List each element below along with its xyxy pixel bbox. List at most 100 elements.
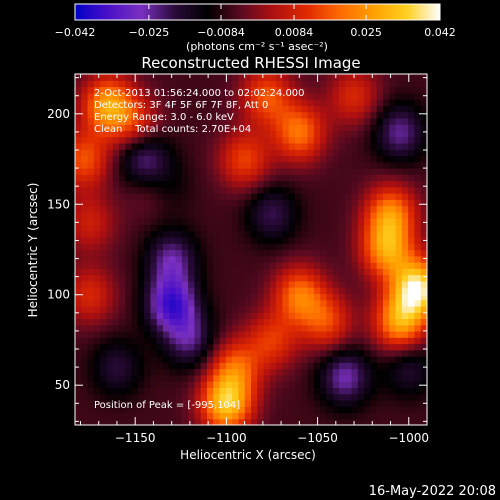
heatmap-cell: [376, 230, 384, 238]
heatmap-cell: [320, 80, 328, 88]
heatmap-cell: [207, 111, 214, 119]
heatmap-cell: [282, 374, 290, 382]
heatmap-cell: [295, 124, 302, 132]
heatmap-cell: [269, 155, 277, 163]
heatmap-cell: [156, 130, 164, 138]
heatmap-cell: [194, 80, 202, 88]
heatmap-cell: [420, 312, 427, 320]
heatmap-cell: [150, 218, 158, 226]
heatmap-cell: [244, 387, 252, 395]
heatmap-cell: [295, 236, 302, 244]
heatmap-cell: [93, 80, 101, 88]
heatmap-cell: [414, 299, 422, 307]
heatmap-cell: [175, 305, 183, 313]
heatmap-cell: [232, 92, 240, 100]
heatmap-cell: [383, 381, 390, 388]
heatmap-cell: [282, 230, 290, 238]
heatmap-cell: [357, 349, 365, 357]
heatmap-cell: [339, 255, 346, 263]
heatmap-cell: [93, 199, 101, 207]
heatmap-cell: [276, 199, 284, 207]
heatmap-cell: [137, 74, 145, 81]
heatmap-cell: [295, 374, 302, 382]
heatmap-cell: [200, 268, 208, 276]
heatmap-cell: [75, 280, 82, 288]
heatmap-cell: [251, 399, 258, 407]
heatmap-cell: [313, 86, 321, 94]
heatmap-cell: [137, 243, 145, 251]
heatmap-cell: [301, 387, 309, 395]
heatmap-cell: [163, 161, 170, 169]
heatmap-cell: [232, 130, 240, 138]
heatmap-cell: [144, 193, 152, 200]
heatmap-cell: [75, 368, 82, 376]
heatmap-cell: [320, 318, 328, 326]
heatmap-cell: [269, 86, 277, 94]
heatmap-cell: [244, 274, 252, 282]
heatmap-cell: [219, 324, 227, 332]
heatmap-cell: [288, 180, 296, 188]
heatmap-cell: [357, 312, 365, 320]
heatmap-cell: [370, 117, 378, 125]
heatmap-cell: [150, 92, 158, 100]
heatmap-cell: [144, 368, 152, 376]
heatmap-cell: [219, 180, 227, 188]
heatmap-cell: [131, 280, 139, 288]
heatmap-cell: [194, 399, 202, 407]
heatmap-cell: [263, 136, 271, 144]
heatmap-cell: [93, 381, 101, 388]
heatmap-cell: [87, 99, 95, 106]
heatmap-cell: [225, 80, 233, 88]
heatmap-cell: [87, 374, 95, 382]
heatmap-cell: [408, 293, 416, 301]
heatmap-cell: [156, 124, 164, 132]
heatmap-cell: [295, 230, 302, 238]
heatmap-cell: [219, 374, 227, 382]
heatmap-cell: [219, 330, 227, 338]
heatmap-cell: [364, 368, 372, 376]
heatmap-cell: [395, 330, 403, 338]
heatmap-cell: [307, 349, 315, 357]
heatmap-cell: [87, 393, 95, 401]
heatmap-cell: [295, 287, 302, 294]
heatmap-cell: [389, 274, 397, 282]
heatmap-cell: [232, 418, 240, 425]
heatmap-cell: [93, 161, 101, 169]
heatmap-cell: [81, 117, 89, 125]
heatmap-cell: [75, 374, 82, 382]
heatmap-cell: [326, 211, 334, 219]
heatmap-cell: [251, 99, 258, 106]
heatmap-cell: [244, 180, 252, 188]
heatmap-cell: [339, 274, 346, 282]
heatmap-cell: [194, 387, 202, 395]
heatmap-cell: [408, 305, 416, 313]
heatmap-cell: [313, 362, 321, 370]
heatmap-cell: [364, 168, 372, 175]
heatmap-cell: [200, 117, 208, 125]
heatmap-cell: [213, 249, 221, 257]
heatmap-cell: [213, 287, 221, 294]
heatmap-cell: [200, 312, 208, 320]
heatmap-cell: [137, 199, 145, 207]
heatmap-cell: [213, 362, 221, 370]
heatmap-cell: [93, 387, 101, 395]
heatmap-cell: [288, 274, 296, 282]
heatmap-cell: [131, 399, 139, 407]
heatmap-cell: [93, 262, 101, 269]
heatmap-cell: [75, 305, 82, 313]
heatmap-cell: [244, 337, 252, 345]
heatmap-cell: [345, 287, 353, 294]
heatmap-cell: [345, 224, 353, 232]
colorbar-tick-label: 0.025: [350, 26, 382, 39]
heatmap-cell: [370, 324, 378, 332]
heatmap-cell: [119, 330, 126, 338]
heatmap-cell: [100, 211, 108, 219]
heatmap-cell: [119, 356, 126, 363]
heatmap-cell: [345, 312, 353, 320]
heatmap-cell: [282, 218, 290, 226]
heatmap-cell: [219, 312, 227, 320]
heatmap-cell: [401, 268, 409, 276]
heatmap-cell: [288, 387, 296, 395]
heatmap-cell: [150, 356, 158, 363]
heatmap-cell: [219, 262, 227, 269]
